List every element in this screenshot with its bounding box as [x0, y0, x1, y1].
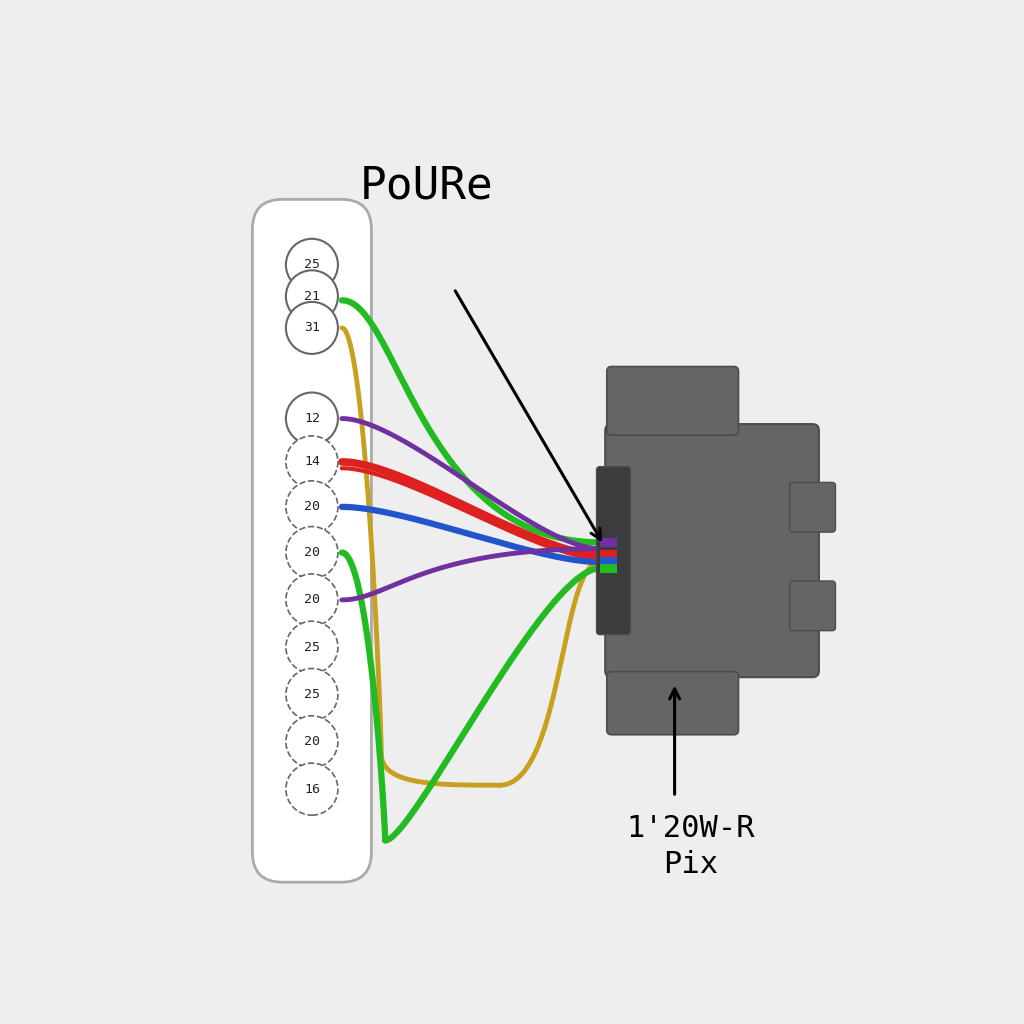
FancyBboxPatch shape [605, 424, 819, 677]
Bar [600, 538, 617, 547]
Circle shape [286, 526, 338, 579]
Text: 16: 16 [304, 782, 319, 796]
Text: 20: 20 [304, 501, 319, 513]
Circle shape [286, 763, 338, 815]
Bar [600, 550, 617, 560]
FancyBboxPatch shape [607, 367, 738, 435]
Circle shape [286, 573, 338, 626]
FancyBboxPatch shape [252, 200, 372, 883]
Text: 20: 20 [304, 594, 319, 606]
Text: 14: 14 [304, 456, 319, 468]
FancyBboxPatch shape [790, 581, 836, 631]
Circle shape [286, 392, 338, 444]
Text: 20: 20 [304, 546, 319, 559]
FancyBboxPatch shape [597, 467, 631, 635]
Bar [600, 563, 617, 573]
Circle shape [286, 481, 338, 532]
Circle shape [286, 270, 338, 323]
Text: 31: 31 [304, 322, 319, 335]
Text: 25: 25 [304, 641, 319, 653]
Circle shape [286, 436, 338, 488]
Text: PoURe: PoURe [359, 165, 494, 208]
Circle shape [286, 622, 338, 673]
Bar [600, 557, 617, 567]
Text: 1'20W-R: 1'20W-R [626, 814, 755, 843]
Text: Pix: Pix [663, 850, 718, 879]
Circle shape [286, 716, 338, 768]
Circle shape [286, 669, 338, 721]
Text: 25: 25 [304, 688, 319, 701]
Text: 25: 25 [304, 258, 319, 271]
Text: 20: 20 [304, 735, 319, 749]
Text: 12: 12 [304, 412, 319, 425]
Text: 21: 21 [304, 290, 319, 303]
FancyBboxPatch shape [607, 672, 738, 735]
Circle shape [286, 239, 338, 291]
FancyBboxPatch shape [790, 482, 836, 532]
Circle shape [286, 302, 338, 354]
